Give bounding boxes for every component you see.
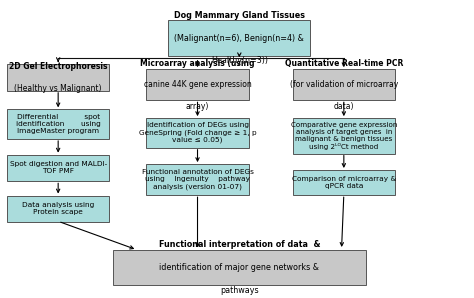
Text: Spot digestion and MALDI-
TOF PMF: Spot digestion and MALDI- TOF PMF — [9, 162, 107, 175]
FancyBboxPatch shape — [7, 195, 109, 222]
Text: (for validation of microarray: (for validation of microarray — [290, 80, 398, 89]
FancyBboxPatch shape — [168, 20, 310, 56]
FancyBboxPatch shape — [112, 250, 366, 285]
FancyBboxPatch shape — [292, 170, 395, 195]
Text: Functional annotation of DEGs
using    Ingenuity    pathway
analysis (version 01: Functional annotation of DEGs using Inge… — [142, 170, 254, 190]
Text: Comparative gene expression
analysis of target genes  in
malignant & benign tiss: Comparative gene expression analysis of … — [291, 122, 397, 150]
FancyBboxPatch shape — [292, 118, 395, 153]
Text: 2D Gel Electrophoresis: 2D Gel Electrophoresis — [9, 62, 108, 71]
Text: Microarray analysis (using: Microarray analysis (using — [140, 59, 255, 68]
Text: Identification of DEGs using
GeneSpring (Fold change ≥ 1, p
value ≤ 0.05): Identification of DEGs using GeneSpring … — [139, 122, 256, 143]
Text: Quantitative Real-time PCR: Quantitative Real-time PCR — [285, 59, 403, 68]
Text: pathways: pathways — [220, 286, 259, 295]
FancyBboxPatch shape — [146, 69, 249, 100]
Text: (Malignant(n=6), Benign(n=4) &: (Malignant(n=6), Benign(n=4) & — [174, 33, 304, 43]
Text: canine 44K gene expression: canine 44K gene expression — [144, 80, 251, 89]
Text: data): data) — [334, 102, 354, 111]
FancyBboxPatch shape — [146, 118, 249, 148]
Text: array): array) — [186, 102, 209, 111]
FancyBboxPatch shape — [292, 69, 395, 100]
FancyBboxPatch shape — [7, 64, 109, 91]
FancyBboxPatch shape — [146, 164, 249, 195]
Text: Dog Mammary Gland Tissues: Dog Mammary Gland Tissues — [174, 11, 305, 20]
Text: Data analysis using
Protein scape: Data analysis using Protein scape — [22, 202, 94, 215]
Text: Healthy(n=3)): Healthy(n=3)) — [211, 56, 268, 65]
Text: Functional interpretation of data  &: Functional interpretation of data & — [159, 240, 320, 249]
Text: Differential           spot
identification       using
ImageMaster program: Differential spot identification using I… — [16, 114, 100, 134]
Text: identification of major gene networks &: identification of major gene networks & — [159, 263, 319, 272]
Text: (Healthy vs Malignant): (Healthy vs Malignant) — [14, 84, 102, 93]
FancyBboxPatch shape — [7, 109, 109, 139]
Text: Comparison of microarray &
qPCR data: Comparison of microarray & qPCR data — [292, 176, 396, 189]
FancyBboxPatch shape — [7, 155, 109, 181]
